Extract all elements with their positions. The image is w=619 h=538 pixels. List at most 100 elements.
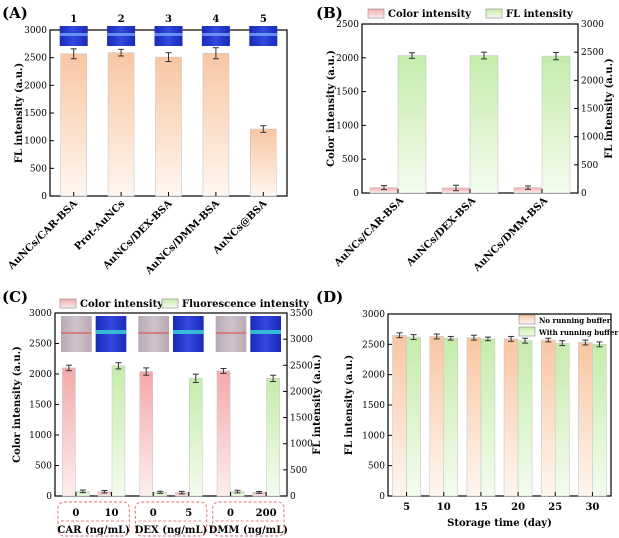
panel-c-yaxis-left-ticklabel: 500 bbox=[35, 462, 52, 472]
panel-b-yaxis-left-ticklabel: 1500 bbox=[336, 88, 359, 98]
panel-c-color-strip-band bbox=[138, 332, 169, 334]
panel-c-group-label: DMM (ng/mL) bbox=[209, 525, 288, 536]
panel-b-yaxis-left-ticklabel: 1000 bbox=[336, 121, 359, 131]
panel-c-yaxis-left-ticklabel: 1500 bbox=[29, 401, 52, 411]
panel-label-a: (A) bbox=[2, 4, 28, 22]
panel-a-ylabel: FL intensity (a.u.) bbox=[14, 63, 25, 163]
panel-c-fl-strip-band bbox=[173, 330, 204, 334]
panel-d-legend-entry-swatch bbox=[519, 327, 535, 336]
panel-d-bar-with-buffer bbox=[592, 344, 606, 496]
panel-c-yaxis-left-ticklabel: 0 bbox=[46, 492, 52, 502]
panel-b-yaxis-left-ticklabel: 2500 bbox=[336, 20, 359, 30]
panel-d-bar-no-buffer bbox=[504, 339, 518, 496]
panel-b-bar-fl bbox=[542, 56, 570, 193]
panel-d-bar-no-buffer bbox=[467, 338, 481, 496]
panel-d-legend-entry: With running buffer bbox=[538, 328, 618, 337]
panel-c-legend-entry: Fluorescence intensity bbox=[182, 299, 310, 310]
panel-c-yaxis-right-ticklabel: 2500 bbox=[290, 361, 313, 371]
panel-a-lane-number: 5 bbox=[260, 14, 267, 25]
panel-b-yaxis-left-ticklabel: 0 bbox=[353, 189, 359, 199]
panel-b-legend-entry-swatch bbox=[486, 9, 502, 18]
panel-c-yaxis-left-ticklabel: 1000 bbox=[29, 431, 52, 441]
panel-c-tick-label: 0 bbox=[227, 508, 234, 519]
panel-c-group-label: CAR (ng/mL) bbox=[57, 525, 130, 536]
panel-a-category-label: AuNCs/CAR-BSA bbox=[6, 198, 80, 272]
panel-c-bar-fl bbox=[189, 378, 202, 496]
panel-c-bar-color bbox=[140, 372, 153, 496]
panel-d-yaxis-ticklabel: 2000 bbox=[362, 371, 385, 381]
panel-c-legend-entry: Color intensity bbox=[80, 299, 164, 310]
panel-c-tick-label: 200 bbox=[256, 508, 277, 519]
panel-d-category-label: 15 bbox=[474, 502, 488, 513]
panel-b-category-label: AuNCs/DEX-BSA bbox=[404, 195, 478, 269]
panel-b-yaxis-right-ticklabel: 0 bbox=[581, 189, 587, 199]
panel-a-bar bbox=[250, 129, 276, 196]
panel-b-ylabel-left: Color intensity (a.u.) bbox=[326, 50, 337, 167]
panel-d-xlabel: Storage time (day) bbox=[447, 518, 552, 529]
panel-c-bar-fl bbox=[267, 378, 280, 496]
panel-d-category-label: 5 bbox=[403, 502, 410, 513]
panel-a-strip-band bbox=[202, 33, 230, 36]
panel-d-yaxis-ticklabel: 0 bbox=[379, 492, 385, 502]
panel-d-ylabel: FL intensity (a.u.) bbox=[344, 355, 355, 455]
panel-b-legend-entry: Color intensity bbox=[388, 9, 472, 20]
panel-c-yaxis-right-ticklabel: 500 bbox=[290, 466, 307, 476]
panel-b-yaxis-right-ticklabel: 500 bbox=[581, 161, 598, 171]
panel-d-yaxis-ticklabel: 3000 bbox=[362, 310, 385, 320]
panel-a-yaxis-ticklabel: 500 bbox=[30, 164, 47, 174]
panel-c-yaxis-left-ticklabel: 2000 bbox=[29, 370, 52, 380]
panel-b-yaxis-right-ticklabel: 1500 bbox=[581, 105, 604, 115]
panel-c-bar-fl bbox=[112, 366, 125, 496]
panel-a-yaxis-ticklabel: 1000 bbox=[24, 137, 47, 147]
panel-c-yaxis-right-ticklabel: 1000 bbox=[290, 440, 313, 450]
panel-d-legend-entry-swatch bbox=[519, 315, 535, 324]
panel-d-bar-no-buffer bbox=[578, 343, 592, 496]
panel-d-category-label: 25 bbox=[548, 502, 562, 513]
panel-c-yaxis-right-ticklabel: 3000 bbox=[290, 335, 313, 345]
panel-d-frame bbox=[388, 314, 611, 496]
panel-b-yaxis-right-ticklabel: 3000 bbox=[581, 20, 604, 30]
panel-d-bar-with-buffer bbox=[481, 339, 495, 496]
panel-a-bar bbox=[108, 53, 134, 196]
panel-a-lane-number: 3 bbox=[165, 14, 172, 25]
panel-d-yaxis-ticklabel: 2500 bbox=[362, 340, 385, 350]
panel-d-category-label: 30 bbox=[585, 502, 599, 513]
panel-c-yaxis-right-ticklabel: 2000 bbox=[290, 387, 313, 397]
panel-b-legend-entry-swatch bbox=[368, 9, 384, 18]
panel-c-yaxis-right-ticklabel: 1500 bbox=[290, 414, 313, 424]
panel-a-yaxis-ticklabel: 0 bbox=[41, 192, 47, 202]
panel-b-category-label: AuNCs/CAR-BSA bbox=[332, 195, 406, 269]
panel-c-bar-color bbox=[217, 371, 230, 496]
panel-d-bar-no-buffer bbox=[393, 335, 407, 496]
panel-c-tick-label: 0 bbox=[72, 508, 79, 519]
panel-d-category-label: 10 bbox=[437, 502, 451, 513]
panel-d-yaxis-ticklabel: 500 bbox=[368, 462, 385, 472]
panel-c-yaxis-left-ticklabel: 3000 bbox=[29, 309, 52, 319]
panel-c-tick-label: 5 bbox=[185, 508, 192, 519]
panel-label-c: (C) bbox=[2, 288, 28, 306]
panel-a-yaxis-ticklabel: 2000 bbox=[24, 81, 47, 91]
panel-c-tick-label: 10 bbox=[104, 508, 118, 519]
panel-b-category-label: AuNCs/DMM-BSA bbox=[471, 195, 550, 274]
panel-d-category-label: 20 bbox=[511, 502, 525, 513]
panel-c-legend-entry-swatch bbox=[162, 299, 178, 308]
panel-a-bar bbox=[203, 53, 229, 196]
panel-a-bar bbox=[61, 54, 87, 196]
panel-b-bar-fl bbox=[398, 56, 426, 193]
panel-c-yaxis-left-ticklabel: 2500 bbox=[29, 340, 52, 350]
panel-c-ylabel-right: FL intensity (a.u.) bbox=[312, 354, 323, 454]
panel-b-yaxis-left-ticklabel: 2000 bbox=[336, 54, 359, 64]
panel-d-bar-no-buffer bbox=[430, 336, 444, 496]
panel-b-yaxis-right-ticklabel: 2500 bbox=[581, 48, 604, 58]
panel-d-yaxis-ticklabel: 1500 bbox=[362, 401, 385, 411]
panel-d-bar-with-buffer bbox=[407, 337, 421, 496]
panel-a-strip-band bbox=[155, 33, 183, 36]
panel-c-tick-label: 0 bbox=[150, 508, 157, 519]
panel-d-legend-entry: No running buffer bbox=[539, 316, 611, 325]
panel-a-yaxis-ticklabel: 2500 bbox=[24, 54, 47, 64]
panel-d-bar-with-buffer bbox=[518, 341, 532, 496]
panel-d-bar-no-buffer bbox=[541, 340, 555, 496]
panel-b-legend-entry: FL intensity bbox=[506, 9, 574, 20]
panel-c-yaxis-right-ticklabel: 3500 bbox=[290, 309, 313, 319]
panel-a-lane-number: 2 bbox=[118, 14, 125, 25]
